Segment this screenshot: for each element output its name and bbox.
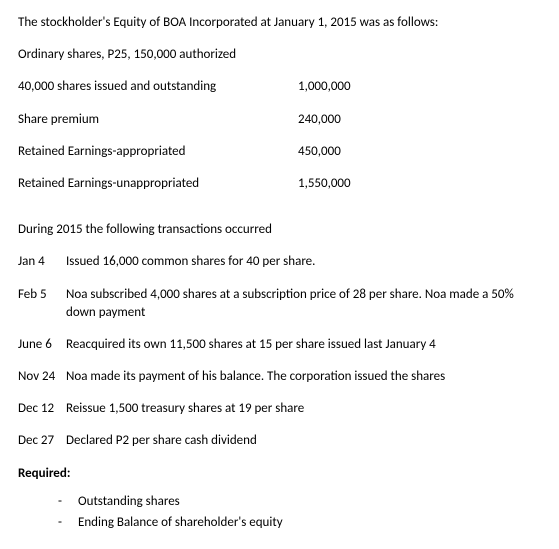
equity-value: 1,550,000	[298, 175, 418, 193]
list-dash: -	[58, 493, 78, 511]
transaction-date: Dec 27	[18, 432, 66, 450]
transaction-desc: Noa made its payment of his balance. The…	[66, 368, 541, 386]
transaction-date: Jan 4	[18, 253, 66, 271]
equity-value: 240,000	[298, 111, 418, 129]
equity-label: Retained Earnings-appropriated	[18, 143, 298, 161]
requirement-item: Ending Balance of shareholder's equity	[78, 514, 283, 532]
equity-label: 40,000 shares issued and outstanding	[18, 78, 298, 96]
transactions-intro: During 2015 the following transactions o…	[18, 221, 541, 239]
list-dash: -	[58, 514, 78, 532]
equity-value: 1,000,000	[298, 78, 418, 96]
transaction-date: June 6	[18, 336, 66, 354]
transaction-desc: Declared P2 per share cash dividend	[66, 432, 541, 450]
transaction-desc: Noa subscribed 4,000 shares at a subscri…	[66, 286, 541, 322]
transaction-desc: Reacquired its own 11,500 shares at 15 p…	[66, 336, 541, 354]
required-heading: Required:	[18, 465, 541, 483]
equity-label: Retained Earnings-unappropriated	[18, 175, 298, 193]
intro-text: The stockholder's Equity of BOA Incorpor…	[18, 14, 541, 32]
authorized-shares: Ordinary shares, P25, 150,000 authorized	[18, 46, 298, 64]
transaction-date: Dec 12	[18, 400, 66, 418]
transaction-desc: Issued 16,000 common shares for 40 per s…	[66, 253, 541, 271]
transaction-desc: Reissue 1,500 treasury shares at 19 per …	[66, 400, 541, 418]
equity-value: 450,000	[298, 143, 418, 161]
equity-label: Share premium	[18, 111, 298, 129]
requirement-item: Outstanding shares	[78, 493, 180, 511]
transaction-date: Feb 5	[18, 286, 66, 304]
transaction-date: Nov 24	[18, 368, 66, 386]
